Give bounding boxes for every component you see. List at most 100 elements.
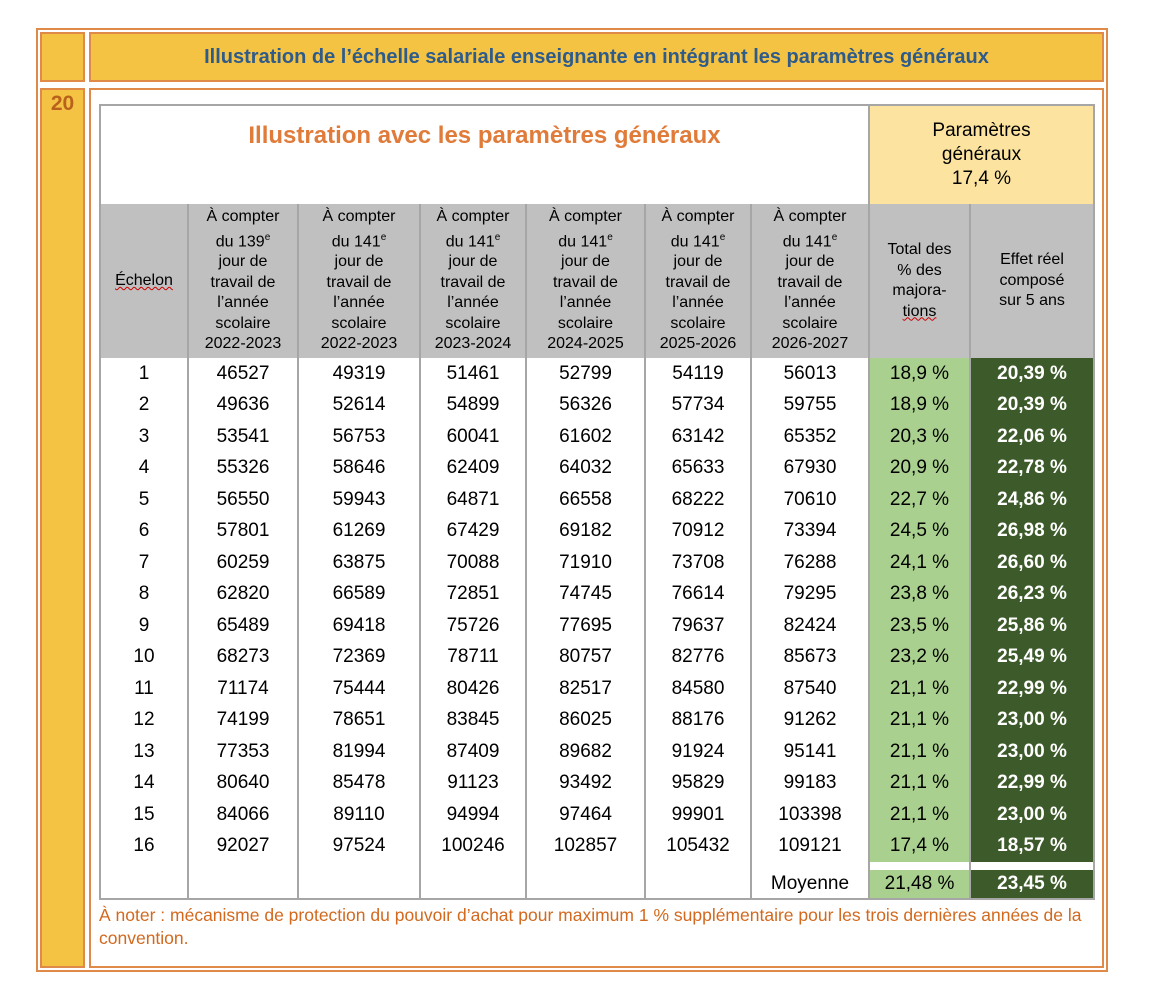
- column-header-line: travail de: [421, 273, 525, 294]
- salary-cell: 55326: [187, 452, 298, 484]
- salary-cell: 68273: [187, 641, 298, 673]
- salary-cell: 73708: [644, 547, 751, 579]
- column-header-line: du 141e: [527, 228, 644, 253]
- column-header-line: 2025-2026: [646, 334, 750, 355]
- header-text: jour de: [448, 253, 498, 271]
- effet-cell: 20,39 %: [969, 358, 1094, 390]
- salary-cell: 59755: [750, 389, 869, 421]
- table-row: 6 57801 61269 67429 69182 70912 73394 24,5 % 26,…: [100, 515, 1094, 547]
- echelon-cell: 9: [138, 614, 150, 636]
- salary-cell: 91924: [644, 736, 751, 768]
- header-text: À compter: [773, 208, 847, 226]
- echelon-cell: 1: [138, 362, 150, 384]
- spacer-cell: [644, 862, 751, 870]
- salary-cell: 78651: [297, 704, 420, 736]
- salary-cell: 56013: [750, 358, 869, 390]
- empty-cell: [187, 870, 298, 899]
- column-header-line: l’année: [189, 293, 297, 314]
- header-text: travail de: [210, 273, 276, 291]
- echelon-cell: 15: [133, 803, 155, 825]
- total-cell: 23,5 %: [868, 610, 970, 642]
- column-header: À compter du 141e jour de travail de l’année…: [297, 204, 420, 358]
- salary-cell: 58646: [297, 452, 420, 484]
- salary-cell: 66558: [525, 484, 645, 516]
- column-header-line: 2022-2023: [189, 334, 297, 355]
- column-header: À compter du 141e jour de travail de l’année…: [525, 204, 645, 358]
- effet-cell: 25,49 %: [969, 641, 1094, 673]
- header-text: À compter: [322, 208, 396, 226]
- header-text: du 141: [445, 232, 495, 250]
- spacer-cell: [750, 862, 869, 870]
- table-row: 8 62820 66589 72851 74745 76614 79295 23,8 % 26,…: [100, 578, 1094, 610]
- header-text: À compter: [661, 208, 735, 226]
- header-text: majora-: [892, 282, 947, 299]
- header-text: composé: [999, 271, 1065, 289]
- salary-cell: 60041: [419, 421, 526, 453]
- header-text: travail de: [665, 273, 731, 291]
- salary-cell: 74199: [187, 704, 298, 736]
- echelon-cell: 2: [138, 394, 150, 416]
- salary-cell: 52799: [525, 358, 645, 390]
- salary-cell: 102857: [525, 830, 645, 862]
- empty-cell: [297, 870, 420, 899]
- salary-cell: 95141: [750, 736, 869, 768]
- salary-cell: 66589: [297, 578, 420, 610]
- column-header: À compter du 139e jour de travail de l’année…: [187, 204, 298, 358]
- salary-cell: 87540: [750, 673, 869, 705]
- salary-cell: 60259: [187, 547, 298, 579]
- column-header-line: sur 5 ans: [971, 291, 1093, 312]
- salary-cell: 49319: [297, 358, 420, 390]
- average-row: Moyenne 21,48 % 23,45 %: [100, 870, 1094, 899]
- header-text: scolaire: [215, 314, 271, 332]
- column-header-line: l’année: [299, 293, 419, 314]
- spacer-cell: [868, 862, 970, 870]
- echelon-cell: 14: [133, 772, 155, 794]
- salary-cell: 67429: [419, 515, 526, 547]
- salary-cell: 79637: [644, 610, 751, 642]
- salary-cell: 76288: [750, 547, 869, 579]
- echelon-cell: 6: [138, 520, 150, 542]
- column-header-line: jour de: [527, 252, 644, 273]
- salary-cell: 76614: [644, 578, 751, 610]
- effet-cell: 25,86 %: [969, 610, 1094, 642]
- column-header-line: travail de: [299, 273, 419, 294]
- header-text: 2025-2026: [659, 335, 737, 353]
- salary-cell: 53541: [187, 421, 298, 453]
- spacer-cell: [297, 862, 420, 870]
- table-row: 1 46527 49319 51461 52799 54119 56013 18,9 % 20,…: [100, 358, 1094, 390]
- total-cell: 24,1 %: [868, 547, 970, 579]
- header-text: 2026-2027: [771, 335, 849, 353]
- column-header-line: scolaire: [421, 314, 525, 335]
- header-text: scolaire: [782, 314, 838, 332]
- salary-cell: 85673: [750, 641, 869, 673]
- salary-cell: 72369: [297, 641, 420, 673]
- salary-cell: 87409: [419, 736, 526, 768]
- table-row: 12 74199 78651 83845 86025 88176 91262 21,1 % 23…: [100, 704, 1094, 736]
- column-header: Effet réel composé sur 5 ans: [969, 204, 1094, 358]
- spacer-cell: [100, 862, 188, 870]
- ordinal-superscript: e: [494, 231, 501, 243]
- spacer-cell: [525, 862, 645, 870]
- table-row: 3 53541 56753 60041 61602 63142 65352 20,3 % 22,…: [100, 421, 1094, 453]
- effet-cell: 26,60 %: [969, 547, 1094, 579]
- header-text: scolaire: [331, 314, 387, 332]
- column-header-line: scolaire: [752, 314, 868, 335]
- total-cell: 18,9 %: [868, 358, 970, 390]
- echelon-cell: 3: [138, 425, 150, 447]
- header-text: l’année: [217, 294, 269, 312]
- salary-cell: 49636: [187, 389, 298, 421]
- effet-cell: 18,57 %: [969, 830, 1094, 862]
- params-value: 17,4 %: [951, 168, 1012, 189]
- section-body: [89, 88, 1104, 968]
- salary-cell: 99183: [750, 767, 869, 799]
- ordinal-superscript: e: [607, 231, 613, 243]
- header-text: travail de: [326, 273, 392, 291]
- column-header-line: l’année: [527, 293, 644, 314]
- echelon-cell: 8: [138, 583, 150, 605]
- echelon-cell: 11: [134, 677, 154, 699]
- side-top-cell: [40, 32, 85, 82]
- total-cell: 21,1 %: [868, 736, 970, 768]
- spacer-cell: [969, 862, 1094, 870]
- column-header-line: du 141e: [646, 228, 750, 253]
- column-header-line: À compter: [752, 207, 868, 228]
